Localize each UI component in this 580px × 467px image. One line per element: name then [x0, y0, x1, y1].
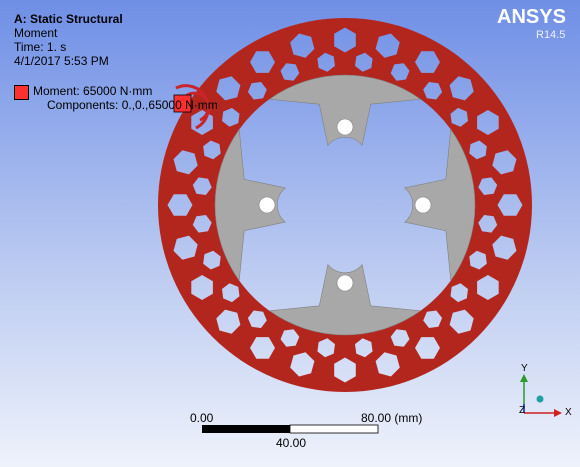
triad [520, 374, 562, 417]
axis-x: X [565, 407, 572, 418]
disc [158, 18, 532, 392]
axis-z: Z [519, 405, 526, 416]
carrier-part [214, 128, 287, 282]
carrier-part [258, 196, 276, 214]
scale-black [202, 425, 290, 433]
result-name: Moment [14, 26, 58, 40]
scale-middle: 40.00 [276, 436, 307, 450]
carrier [214, 74, 476, 336]
scale-end: 80.00 (mm) [361, 411, 423, 425]
time: Time: 1. s [14, 40, 67, 54]
title: A: Static Structural [14, 12, 123, 26]
carrier-part [336, 118, 354, 136]
date: 4/1/2017 5:53 PM [14, 54, 109, 68]
scale-white [289, 424, 379, 434]
carrier-part [403, 128, 476, 282]
carrier-part [336, 274, 354, 292]
legend-label: Moment: 65000 N·mm [33, 84, 153, 98]
legend-components: Components: 0.,0.,65000 N·mm [47, 98, 218, 112]
moment-symbol [175, 84, 210, 130]
moment-marker [173, 94, 192, 113]
version: R14.5 [536, 29, 566, 41]
axis-y: Y [521, 363, 528, 374]
legend-swatch [14, 85, 29, 100]
carrier-part [268, 74, 422, 147]
brand: ANSYS [497, 6, 566, 28]
scale-start: 0.00 [190, 411, 214, 425]
carrier-part [414, 196, 432, 214]
carrier-part [268, 263, 422, 336]
